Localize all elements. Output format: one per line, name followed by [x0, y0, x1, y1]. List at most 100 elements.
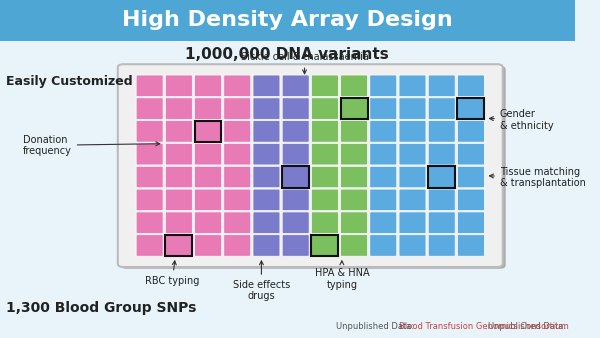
- FancyBboxPatch shape: [311, 166, 338, 188]
- FancyBboxPatch shape: [224, 235, 251, 256]
- FancyBboxPatch shape: [341, 212, 368, 233]
- FancyBboxPatch shape: [253, 121, 280, 142]
- Text: Unpublished Data:: Unpublished Data:: [488, 322, 569, 331]
- Text: Donation
frequency: Donation frequency: [23, 135, 160, 156]
- FancyBboxPatch shape: [194, 166, 221, 188]
- FancyBboxPatch shape: [136, 98, 163, 119]
- FancyBboxPatch shape: [121, 66, 506, 269]
- FancyBboxPatch shape: [428, 166, 455, 188]
- Text: Gender
& ethnicity: Gender & ethnicity: [490, 109, 554, 131]
- FancyBboxPatch shape: [428, 98, 455, 119]
- Text: High Density Array Design: High Density Array Design: [122, 10, 452, 30]
- FancyBboxPatch shape: [457, 143, 484, 165]
- FancyBboxPatch shape: [0, 0, 575, 41]
- FancyBboxPatch shape: [253, 189, 280, 211]
- FancyBboxPatch shape: [399, 235, 426, 256]
- FancyBboxPatch shape: [399, 98, 426, 119]
- FancyBboxPatch shape: [253, 235, 280, 256]
- FancyBboxPatch shape: [118, 64, 503, 267]
- FancyBboxPatch shape: [399, 189, 426, 211]
- Text: Blood Transfusion Genomics Consortium: Blood Transfusion Genomics Consortium: [399, 322, 569, 331]
- Text: Tissue matching
& transplantation: Tissue matching & transplantation: [490, 167, 586, 188]
- FancyBboxPatch shape: [282, 121, 309, 142]
- FancyBboxPatch shape: [282, 189, 309, 211]
- FancyBboxPatch shape: [311, 212, 338, 233]
- FancyBboxPatch shape: [457, 235, 484, 256]
- FancyBboxPatch shape: [457, 75, 484, 97]
- FancyBboxPatch shape: [311, 189, 338, 211]
- FancyBboxPatch shape: [370, 98, 397, 119]
- FancyBboxPatch shape: [457, 189, 484, 211]
- FancyBboxPatch shape: [399, 121, 426, 142]
- FancyBboxPatch shape: [399, 143, 426, 165]
- FancyBboxPatch shape: [341, 75, 368, 97]
- FancyBboxPatch shape: [224, 121, 251, 142]
- FancyBboxPatch shape: [311, 75, 338, 97]
- FancyBboxPatch shape: [166, 235, 192, 256]
- Text: RBC typing: RBC typing: [145, 261, 200, 286]
- FancyBboxPatch shape: [253, 75, 280, 97]
- FancyBboxPatch shape: [166, 189, 192, 211]
- FancyBboxPatch shape: [370, 189, 397, 211]
- FancyBboxPatch shape: [341, 235, 368, 256]
- FancyBboxPatch shape: [224, 189, 251, 211]
- FancyBboxPatch shape: [341, 121, 368, 142]
- FancyBboxPatch shape: [282, 212, 309, 233]
- FancyBboxPatch shape: [311, 143, 338, 165]
- FancyBboxPatch shape: [341, 189, 368, 211]
- FancyBboxPatch shape: [428, 75, 455, 97]
- FancyBboxPatch shape: [136, 166, 163, 188]
- Text: Easily Customized: Easily Customized: [6, 75, 133, 88]
- FancyBboxPatch shape: [194, 98, 221, 119]
- FancyBboxPatch shape: [194, 189, 221, 211]
- FancyBboxPatch shape: [282, 98, 309, 119]
- FancyBboxPatch shape: [399, 75, 426, 97]
- FancyBboxPatch shape: [457, 166, 484, 188]
- FancyBboxPatch shape: [194, 75, 221, 97]
- FancyBboxPatch shape: [194, 121, 221, 142]
- FancyBboxPatch shape: [428, 212, 455, 233]
- FancyBboxPatch shape: [341, 166, 368, 188]
- FancyBboxPatch shape: [166, 121, 192, 142]
- FancyBboxPatch shape: [311, 98, 338, 119]
- FancyBboxPatch shape: [370, 212, 397, 233]
- FancyBboxPatch shape: [282, 166, 309, 188]
- FancyBboxPatch shape: [224, 212, 251, 233]
- FancyBboxPatch shape: [166, 212, 192, 233]
- FancyBboxPatch shape: [166, 143, 192, 165]
- FancyBboxPatch shape: [282, 75, 309, 97]
- FancyBboxPatch shape: [370, 121, 397, 142]
- FancyBboxPatch shape: [136, 75, 163, 97]
- FancyBboxPatch shape: [166, 166, 192, 188]
- FancyBboxPatch shape: [428, 143, 455, 165]
- Text: Side effects
drugs: Side effects drugs: [233, 261, 290, 301]
- FancyBboxPatch shape: [136, 121, 163, 142]
- FancyBboxPatch shape: [428, 189, 455, 211]
- FancyBboxPatch shape: [224, 98, 251, 119]
- FancyBboxPatch shape: [166, 98, 192, 119]
- FancyBboxPatch shape: [341, 98, 368, 119]
- FancyBboxPatch shape: [136, 189, 163, 211]
- FancyBboxPatch shape: [224, 166, 251, 188]
- FancyBboxPatch shape: [457, 212, 484, 233]
- Text: 1,000,000 DNA variants: 1,000,000 DNA variants: [185, 47, 389, 62]
- FancyBboxPatch shape: [370, 166, 397, 188]
- FancyBboxPatch shape: [253, 98, 280, 119]
- FancyBboxPatch shape: [253, 143, 280, 165]
- FancyBboxPatch shape: [370, 143, 397, 165]
- FancyBboxPatch shape: [253, 212, 280, 233]
- FancyBboxPatch shape: [428, 121, 455, 142]
- FancyBboxPatch shape: [399, 166, 426, 188]
- FancyBboxPatch shape: [194, 212, 221, 233]
- FancyBboxPatch shape: [399, 212, 426, 233]
- FancyBboxPatch shape: [136, 235, 163, 256]
- FancyBboxPatch shape: [224, 75, 251, 97]
- FancyBboxPatch shape: [428, 235, 455, 256]
- FancyBboxPatch shape: [370, 75, 397, 97]
- FancyBboxPatch shape: [370, 235, 397, 256]
- Text: Sickle cell & thalassaemia: Sickle cell & thalassaemia: [241, 52, 368, 74]
- FancyBboxPatch shape: [136, 143, 163, 165]
- Text: 1,300 Blood Group SNPs: 1,300 Blood Group SNPs: [6, 300, 196, 315]
- Text: Unpublished Data:: Unpublished Data:: [336, 322, 417, 331]
- Text: HPA & HNA
typing: HPA & HNA typing: [314, 261, 369, 290]
